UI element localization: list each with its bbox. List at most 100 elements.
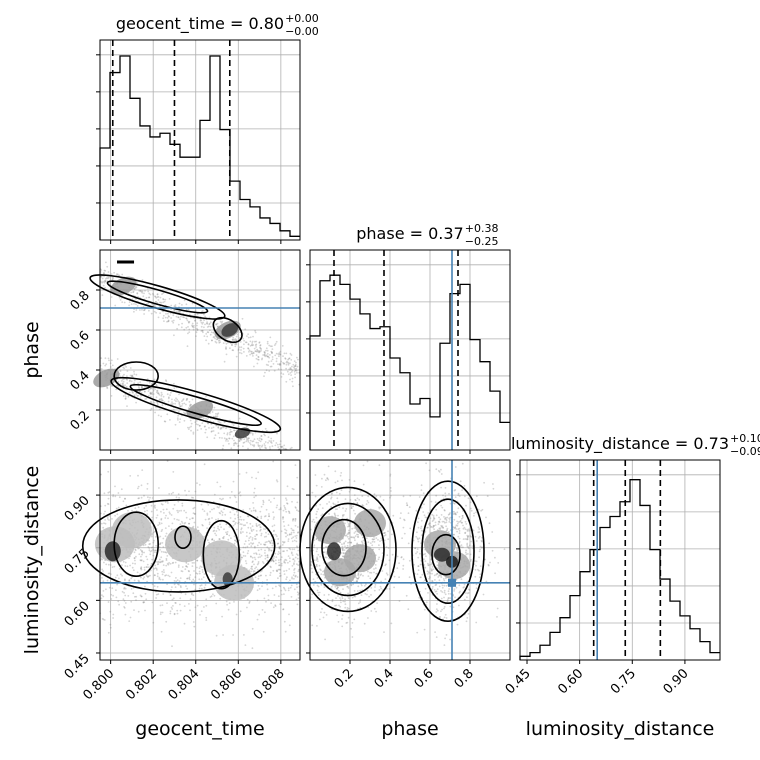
sample-point [169, 419, 171, 421]
sample-point [216, 506, 219, 508]
sample-point [465, 504, 467, 507]
sample-point [346, 607, 349, 609]
sample-point [385, 572, 388, 575]
sample-point [250, 431, 252, 434]
sample-point [254, 535, 256, 538]
sample-point [128, 391, 131, 394]
sample-point [111, 278, 114, 281]
sample-point [167, 320, 170, 323]
sample-point [191, 580, 193, 583]
sample-point [448, 588, 450, 590]
sample-point [206, 335, 209, 338]
truth-marker [448, 578, 456, 587]
sample-point [251, 647, 254, 650]
sample-point [345, 622, 348, 624]
sample-point [270, 350, 273, 353]
sample-point [170, 571, 173, 574]
sample-point [260, 532, 263, 535]
sample-point [106, 277, 109, 280]
sample-point [129, 379, 131, 382]
sample-point [100, 558, 103, 560]
sample-point [448, 519, 451, 521]
sample-point [454, 596, 456, 599]
sample-point [454, 513, 457, 515]
sample-point [155, 516, 158, 519]
sample-point [263, 515, 266, 518]
sample-point [111, 518, 113, 520]
sample-point [280, 376, 283, 378]
sample-point [238, 337, 241, 340]
sample-point [326, 477, 328, 479]
sample-point [440, 504, 442, 507]
sample-point [315, 538, 318, 541]
sample-point [359, 599, 362, 601]
sample-point [144, 609, 146, 612]
sample-point [348, 541, 351, 544]
sample-point [408, 506, 411, 508]
sample-point [255, 477, 258, 480]
sample-point [228, 534, 231, 537]
sample-point [226, 603, 229, 606]
sample-point [133, 557, 136, 560]
sample-point [203, 425, 206, 428]
sample-point [323, 586, 326, 588]
sample-point [262, 630, 265, 633]
sample-point [174, 561, 177, 564]
sample-point [473, 512, 475, 515]
sample-point [264, 441, 267, 443]
sample-point [216, 413, 219, 416]
sample-point [374, 567, 377, 570]
sample-point [294, 574, 297, 577]
sample-point [288, 357, 291, 360]
sample-point [282, 516, 284, 519]
sample-point [150, 407, 153, 410]
sample-point [228, 437, 231, 440]
sample-point [445, 577, 447, 580]
sample-point [293, 569, 295, 571]
sample-point [258, 588, 261, 590]
sample-point [444, 637, 446, 640]
sample-point [107, 503, 110, 506]
sample-point [251, 565, 254, 568]
sample-point [234, 441, 237, 444]
sample-point [293, 548, 296, 551]
sample-point [292, 558, 294, 561]
sample-point [171, 522, 174, 525]
sample-point [254, 344, 257, 347]
sample-point [111, 364, 114, 367]
sample-point [250, 510, 253, 512]
sample-point [170, 528, 173, 531]
sample-point [102, 618, 105, 621]
sample-point [255, 552, 257, 554]
sample-point [271, 345, 273, 348]
x-tick-label: 0.90 [661, 666, 692, 697]
sample-point [218, 339, 221, 342]
sample-point [223, 528, 225, 531]
sample-point [123, 367, 126, 370]
sample-point [164, 517, 167, 519]
sample-point [253, 570, 256, 572]
sample-point [287, 361, 289, 364]
sample-point [171, 608, 174, 610]
sample-point [288, 557, 291, 560]
sample-point [282, 540, 284, 543]
sample-point [313, 546, 315, 548]
sample-point [274, 552, 277, 555]
sample-point [316, 510, 318, 513]
sample-point [285, 497, 287, 500]
sample-point [200, 503, 203, 506]
sample-point [375, 537, 378, 539]
sample-point [379, 506, 382, 509]
sample-point [280, 589, 283, 592]
sample-point [112, 494, 115, 496]
sample-point [101, 568, 104, 571]
sample-point [121, 590, 124, 593]
sample-point [279, 507, 282, 509]
sample-point [268, 515, 270, 517]
sample-point [108, 359, 110, 362]
panel-title-luminosity_distance: luminosity_distance = 0.73 [511, 434, 729, 454]
sample-point [415, 552, 417, 555]
sample-point [170, 606, 173, 609]
sample-point [255, 494, 257, 497]
sample-point [209, 321, 212, 324]
